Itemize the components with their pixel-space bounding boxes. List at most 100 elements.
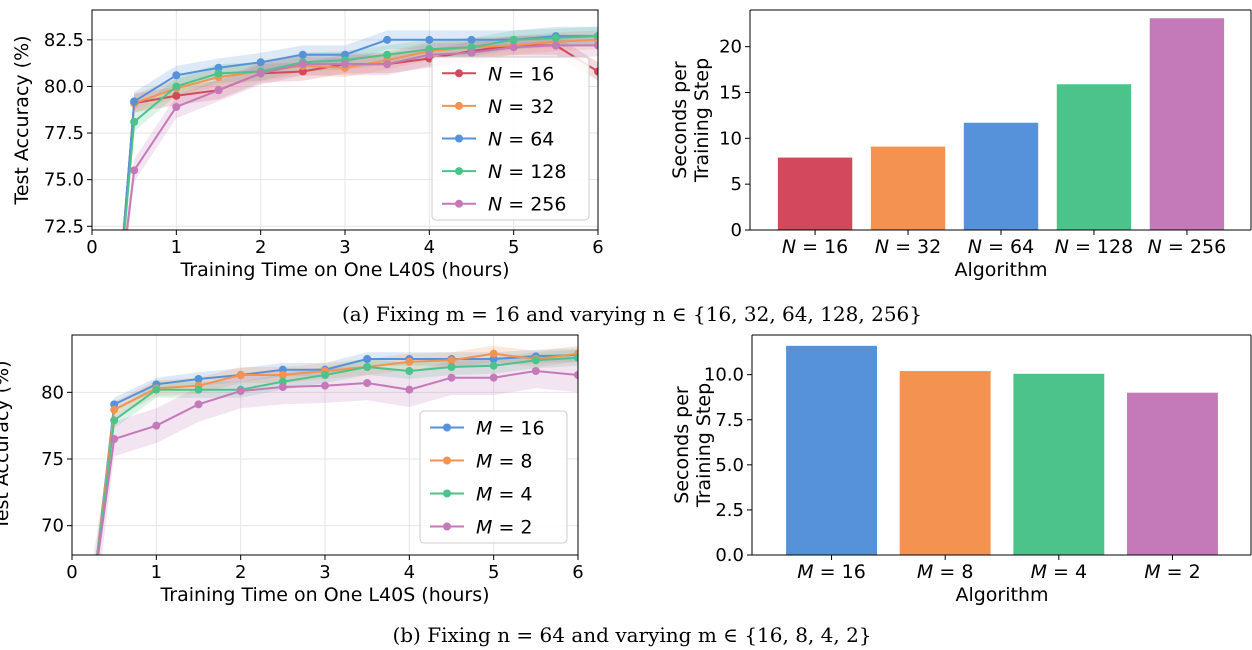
- x-axis-label: Training Time on One L40S (hours): [159, 584, 489, 606]
- legend-entry: N = 64: [488, 129, 554, 151]
- data-point: [594, 41, 598, 50]
- data-point: [236, 387, 245, 395]
- data-point: [236, 371, 245, 379]
- x-tick-label: 4: [404, 562, 415, 583]
- data-point: [214, 69, 223, 78]
- legend-swatch-marker: [455, 199, 463, 208]
- x-tick-label: N = 64: [968, 236, 1034, 258]
- data-point: [467, 43, 476, 52]
- data-point: [113, 306, 121, 314]
- data-point: [363, 355, 372, 363]
- data-point: [130, 117, 139, 126]
- data-point: [363, 363, 372, 371]
- bar: [1149, 18, 1225, 230]
- legend-entry: N = 32: [488, 96, 554, 118]
- data-point: [594, 67, 598, 76]
- x-tick-label: 5: [488, 562, 499, 583]
- data-point: [425, 35, 434, 44]
- legend-entry: M = 16: [476, 418, 545, 440]
- data-point: [130, 97, 139, 106]
- data-point: [447, 356, 456, 365]
- y-tick-label: 80: [41, 382, 64, 403]
- data-point: [574, 371, 578, 379]
- data-point: [405, 357, 414, 366]
- data-point: [551, 33, 560, 42]
- caption-b: (b) Fixing n = 64 and varying m ∈ {16, 8…: [392, 623, 871, 647]
- plot-area: [89, 345, 578, 596]
- x-tick-label: 0: [66, 562, 77, 583]
- y-axis-label-line: Training Step: [693, 383, 715, 508]
- x-axis-label: Algorithm: [955, 584, 1048, 606]
- data-point: [89, 588, 97, 596]
- y-axis-label: Seconds per Training Step: [669, 58, 713, 183]
- y-tick-label: 0.0: [715, 545, 744, 566]
- data-point: [256, 69, 265, 78]
- x-tick-label: M = 16: [797, 561, 866, 583]
- x-tick-label: N = 32: [875, 236, 941, 258]
- y-tick-label: 77.5: [44, 123, 84, 144]
- data-point: [467, 35, 476, 44]
- legend: N = 16 N = 32 N = 64 N = 128 N = 256: [431, 56, 590, 221]
- data-point: [172, 102, 181, 111]
- data-point: [214, 63, 223, 72]
- x-tick-label: 5: [508, 237, 519, 258]
- legend-swatch-marker: [455, 69, 463, 78]
- series-band: [124, 34, 598, 230]
- y-tick-label: 2.5: [715, 500, 744, 521]
- data-point: [341, 50, 349, 59]
- data-point: [113, 306, 121, 314]
- y-tick-label: 0: [731, 220, 742, 241]
- y-tick-label: 7.5: [715, 410, 744, 431]
- y-tick-label: 72.5: [44, 216, 84, 237]
- bar: [1056, 84, 1132, 230]
- x-tick-label: 3: [319, 562, 330, 583]
- data-point: [172, 71, 181, 80]
- legend-swatch-marker: [443, 456, 451, 465]
- data-point: [425, 50, 434, 59]
- data-point: [113, 306, 121, 314]
- legend-swatch-marker: [455, 167, 463, 176]
- data-point: [172, 82, 181, 91]
- data-point: [405, 385, 414, 394]
- legend: M = 16 M = 8 M = 4 M = 2: [419, 410, 568, 544]
- data-point: [194, 375, 203, 383]
- data-point: [256, 58, 265, 67]
- data-point: [110, 405, 119, 414]
- data-point: [383, 50, 392, 59]
- y-tick-label: 70: [41, 516, 64, 537]
- legend-entry: M = 2: [476, 517, 533, 539]
- series-band: [123, 26, 598, 230]
- chart-b-line: 0 1 2 3 4 5 6 70 75 80 Training Time on One L40S (…: [0, 334, 584, 606]
- x-tick-label: 1: [151, 562, 162, 583]
- y-axis-label-line: Seconds per: [671, 386, 693, 504]
- x-tick-label: M = 8: [917, 561, 974, 583]
- x-tick-label: N = 128: [1055, 236, 1133, 258]
- data-point: [130, 166, 139, 175]
- series-band: [93, 353, 578, 555]
- bar: [899, 371, 991, 555]
- data-point: [383, 60, 392, 69]
- chart-a-bar: N = 16 N = 32 N = 64 N = 128 N = 256 0 5 10 15 20…: [669, 9, 1252, 281]
- x-tick-label: N = 256: [1148, 236, 1226, 258]
- y-axis-label-line: Training Step: [691, 58, 713, 183]
- y-tick-label: 10: [719, 128, 742, 149]
- data-point: [89, 588, 97, 596]
- data-point: [425, 45, 434, 54]
- data-point: [509, 43, 518, 52]
- legend-entry: N = 128: [488, 161, 566, 183]
- data-point: [172, 91, 181, 100]
- x-tick-label: 3: [339, 237, 350, 258]
- data-point: [110, 435, 119, 443]
- series-band: [122, 36, 598, 230]
- bar: [963, 122, 1039, 230]
- x-tick-label: 0: [86, 237, 97, 258]
- x-tick-label: 2: [235, 562, 246, 583]
- plot-area: [113, 26, 598, 314]
- data-point: [110, 416, 119, 425]
- x-axis-label: Training Time on One L40S (hours): [179, 259, 509, 281]
- data-point: [489, 349, 498, 358]
- data-point: [363, 379, 372, 387]
- data-point: [509, 35, 518, 44]
- bar: [1013, 373, 1105, 555]
- y-tick-label: 82.5: [44, 30, 84, 51]
